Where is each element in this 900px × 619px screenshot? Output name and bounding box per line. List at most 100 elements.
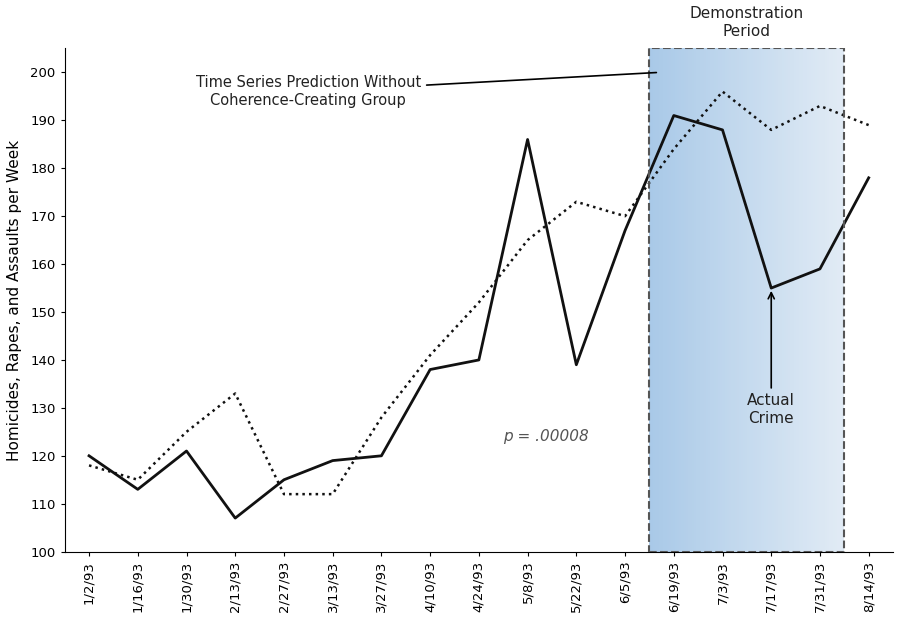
Bar [710, 48, 712, 552]
Bar [732, 48, 733, 552]
Bar [662, 48, 663, 552]
Bar [839, 48, 841, 552]
Bar [706, 48, 708, 552]
Bar [714, 48, 716, 552]
Bar [809, 48, 811, 552]
Bar [737, 48, 739, 552]
Bar [722, 48, 724, 552]
Bar [653, 48, 655, 552]
Bar [769, 48, 770, 552]
Bar [692, 48, 694, 552]
Bar [743, 48, 745, 552]
Bar [801, 48, 804, 552]
Text: Demonstration
Period: Demonstration Period [689, 6, 804, 39]
Bar [774, 48, 776, 552]
Bar [767, 48, 769, 552]
Bar [729, 48, 732, 552]
Bar [762, 48, 764, 552]
Bar [697, 48, 698, 552]
Bar [811, 48, 813, 552]
Bar [673, 48, 675, 552]
Bar [778, 48, 780, 552]
Bar [792, 48, 794, 552]
Bar [760, 48, 762, 552]
Bar [669, 48, 670, 552]
Bar [659, 48, 662, 552]
Bar [813, 48, 815, 552]
Bar [747, 48, 749, 552]
Bar [823, 48, 824, 552]
Bar [755, 48, 757, 552]
Bar [720, 48, 722, 552]
Bar [700, 48, 702, 552]
Bar [842, 48, 844, 552]
Bar [831, 48, 832, 552]
Bar [804, 48, 806, 552]
Text: Actual
Crime: Actual Crime [747, 293, 796, 426]
Bar [799, 48, 801, 552]
Text: p = .00008: p = .00008 [503, 430, 589, 444]
Bar [717, 48, 720, 552]
Bar [780, 48, 782, 552]
Bar [725, 48, 727, 552]
Bar [817, 48, 819, 552]
Bar [712, 48, 714, 552]
Bar [749, 48, 751, 552]
Bar [685, 48, 687, 552]
Bar [827, 48, 829, 552]
Bar [741, 48, 743, 552]
Bar [806, 48, 807, 552]
Bar [786, 48, 788, 552]
Bar [677, 48, 679, 552]
Bar [679, 48, 680, 552]
Bar [724, 48, 725, 552]
Bar [745, 48, 747, 552]
Bar [680, 48, 682, 552]
Bar [655, 48, 657, 552]
Bar [841, 48, 842, 552]
Bar [675, 48, 677, 552]
Bar [782, 48, 784, 552]
Bar [716, 48, 717, 552]
Bar [734, 48, 735, 552]
Bar [797, 48, 799, 552]
Bar [704, 48, 706, 552]
Bar [650, 48, 652, 552]
Text: Time Series Prediction Without
Coherence-Creating Group: Time Series Prediction Without Coherence… [195, 72, 656, 108]
Bar [702, 48, 704, 552]
Bar [788, 48, 790, 552]
Bar [735, 48, 737, 552]
Bar [796, 48, 797, 552]
Bar [665, 48, 667, 552]
Bar [751, 48, 752, 552]
Y-axis label: Homicides, Rapes, and Assaults per Week: Homicides, Rapes, and Assaults per Week [7, 139, 22, 461]
Bar [687, 48, 688, 552]
Bar [834, 48, 836, 552]
Bar [694, 48, 697, 552]
Bar [690, 48, 692, 552]
Bar [770, 48, 772, 552]
Bar [790, 48, 792, 552]
Bar [652, 48, 653, 552]
Bar [650, 48, 844, 552]
Bar [776, 48, 778, 552]
Bar [682, 48, 685, 552]
Bar [819, 48, 821, 552]
Bar [727, 48, 729, 552]
Bar [739, 48, 741, 552]
Bar [807, 48, 809, 552]
Bar [764, 48, 767, 552]
Bar [670, 48, 673, 552]
Bar [821, 48, 823, 552]
Bar [794, 48, 796, 552]
Bar [832, 48, 834, 552]
Bar [657, 48, 659, 552]
Bar [663, 48, 665, 552]
Bar [824, 48, 827, 552]
Bar [688, 48, 690, 552]
Bar [698, 48, 700, 552]
Bar [752, 48, 755, 552]
Bar [829, 48, 831, 552]
Bar [757, 48, 759, 552]
Bar [772, 48, 774, 552]
